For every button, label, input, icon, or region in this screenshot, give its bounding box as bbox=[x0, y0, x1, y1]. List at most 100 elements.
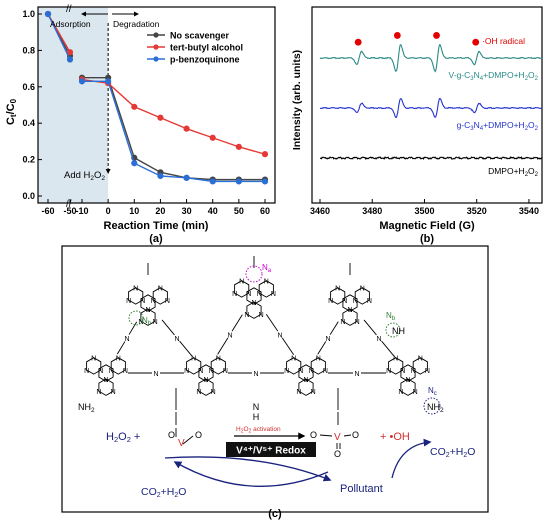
panel-b-frame bbox=[311, 6, 543, 204]
n-atom: N bbox=[309, 368, 314, 375]
y-tick-label: 0.4 bbox=[22, 118, 35, 128]
ring bbox=[246, 301, 262, 319]
n-atom: N bbox=[303, 377, 308, 384]
n-atom: N bbox=[211, 389, 216, 396]
svg-text:O: O bbox=[334, 449, 341, 459]
bridge-bond bbox=[231, 314, 243, 332]
bridge-n-atom: N bbox=[124, 336, 129, 343]
svg-text:V: V bbox=[178, 438, 185, 449]
panel-b-label: (b) bbox=[420, 233, 434, 245]
series-line bbox=[82, 76, 265, 181]
n-atom: N bbox=[244, 312, 249, 319]
na-site-label: Na bbox=[262, 263, 272, 274]
n-atom: N bbox=[393, 355, 398, 362]
bridge-bond bbox=[265, 313, 279, 332]
panel-b-radical-dots bbox=[354, 32, 480, 46]
nc-site-label: Nc bbox=[428, 386, 437, 397]
data-point bbox=[66, 49, 74, 56]
n-atom: N bbox=[386, 368, 391, 375]
svg-text:O: O bbox=[352, 430, 359, 440]
trace-label: g-C3N4+DMPO+H2O2 bbox=[457, 120, 539, 132]
x-tick-label: 3520 bbox=[467, 206, 487, 216]
legend-marker bbox=[153, 44, 159, 50]
x-tick-label: 3460 bbox=[310, 206, 330, 216]
n-atom: N bbox=[400, 368, 405, 375]
bridge-n-atom: N bbox=[227, 333, 232, 340]
legend-marker bbox=[153, 32, 159, 38]
svg-text:O: O bbox=[310, 430, 317, 440]
cycle-arrow-lower bbox=[173, 461, 329, 487]
co2-h2o-left-label: CO2+H2O bbox=[141, 486, 186, 499]
n-atom: N bbox=[291, 355, 296, 362]
n-atom: N bbox=[425, 368, 430, 375]
heptazine-network-structure bbox=[86, 256, 428, 410]
pollutant-label: Pollutant bbox=[340, 483, 383, 495]
data-point bbox=[261, 151, 269, 158]
oh-product-label: + •OH bbox=[380, 431, 410, 443]
ring bbox=[400, 378, 416, 396]
n-atom: N bbox=[296, 389, 301, 396]
data-point bbox=[209, 178, 216, 185]
x-tick-label: 3500 bbox=[414, 206, 434, 216]
n-atom: N bbox=[342, 298, 347, 305]
data-point bbox=[78, 78, 86, 85]
n-atom: N bbox=[203, 377, 208, 384]
x-tick-label: 0 bbox=[106, 206, 111, 216]
panel-a-frame bbox=[37, 6, 276, 204]
n-atom: N bbox=[398, 389, 403, 396]
x-tick-label: -60 bbox=[41, 206, 54, 216]
x-tick-label: 10 bbox=[129, 206, 139, 216]
ring bbox=[140, 308, 156, 326]
n-atom: N bbox=[347, 307, 352, 314]
vanadium-unit-right: V O O O bbox=[310, 412, 359, 459]
panel-b-ylabel: Intensity (arb. units) bbox=[291, 50, 303, 150]
data-point bbox=[235, 143, 242, 150]
trace-label: V-g-C3N4+DMPO+H2O2 bbox=[449, 70, 539, 82]
n-atom: N bbox=[251, 300, 256, 307]
n-atom: N bbox=[145, 307, 150, 314]
y-tick-label: 0.8 bbox=[22, 45, 35, 55]
n-atom: N bbox=[126, 298, 131, 305]
svg-text:O: O bbox=[195, 430, 202, 440]
axis-break-top: // bbox=[66, 4, 72, 15]
radical-dot bbox=[393, 32, 401, 39]
heptazine-atom-labels: NNNNNNNNNNNNNNNNNNNNNNNNNNNNNNNNNNNNNNNN… bbox=[84, 278, 430, 396]
x-tick-label: 30 bbox=[182, 206, 192, 216]
x-tick-label: -50 bbox=[63, 206, 76, 216]
oh-radical-label: ·OH radical bbox=[482, 36, 525, 46]
ring bbox=[128, 287, 144, 305]
n-atom: N bbox=[84, 368, 89, 375]
n-atom: N bbox=[264, 278, 269, 285]
redox-label: V⁴⁺/V⁵⁺ Redox bbox=[236, 446, 306, 457]
ring bbox=[310, 357, 326, 375]
ring bbox=[140, 294, 156, 312]
n-atom: N bbox=[232, 291, 237, 298]
nh2-left-label: NH2 bbox=[78, 402, 95, 414]
data-point bbox=[105, 78, 112, 85]
nb-site-label-right: Nb bbox=[386, 311, 396, 322]
epr-trace bbox=[319, 43, 543, 73]
panel-c-label: (c) bbox=[268, 508, 282, 520]
bridge-bond bbox=[381, 340, 395, 357]
panel-b-chart: 3460 3480 3500 3520 3540 ·OH radical V-g-C3N… bbox=[291, 6, 543, 245]
n-atom: N bbox=[140, 298, 145, 305]
nb-site-circle-right bbox=[385, 322, 401, 338]
n-atom: N bbox=[209, 368, 214, 375]
panel-c-diagram: NNNNNNNNNNNNNNNNNNNNNNNNNNNNNNNNNNNNNNNN… bbox=[61, 245, 489, 520]
n-atom: N bbox=[298, 368, 303, 375]
ring bbox=[198, 378, 214, 396]
ring bbox=[86, 357, 102, 375]
bridge-n-atom: N bbox=[354, 371, 359, 378]
bridge-n-atom: N bbox=[325, 336, 330, 343]
bridge-bond bbox=[161, 319, 175, 336]
degradation-label: Degradation bbox=[113, 19, 160, 29]
n-atom: N bbox=[259, 312, 264, 319]
ring bbox=[298, 364, 314, 382]
y-tick-label: 1.0 bbox=[22, 9, 35, 19]
ring bbox=[286, 357, 302, 375]
n-atom: N bbox=[284, 368, 289, 375]
n-atom: N bbox=[411, 368, 416, 375]
ring bbox=[186, 357, 202, 375]
series-2 bbox=[44, 10, 269, 185]
ring bbox=[400, 364, 416, 382]
